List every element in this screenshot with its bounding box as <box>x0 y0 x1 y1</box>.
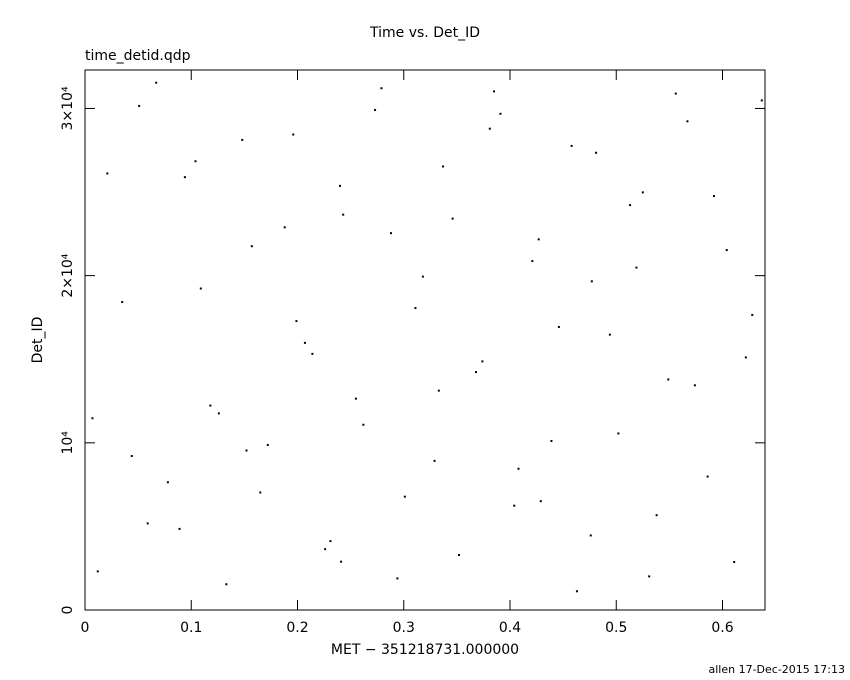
point <box>390 232 392 235</box>
point <box>608 333 611 336</box>
point <box>629 204 632 207</box>
point <box>146 522 149 525</box>
point <box>155 81 158 84</box>
point <box>693 384 696 387</box>
x-tick-label: 0.6 <box>711 620 733 636</box>
point <box>225 583 228 586</box>
point <box>617 432 620 435</box>
point <box>667 378 670 381</box>
y-tick-label: 2×10⁴ <box>60 253 76 297</box>
point <box>324 548 327 551</box>
x-tick-label: 0.2 <box>286 620 308 636</box>
footer: allen 17-Dec-2015 17:13 <box>708 663 845 676</box>
x-tick-label: 0 <box>81 620 90 636</box>
point <box>751 313 754 316</box>
point <box>217 412 220 415</box>
point <box>475 371 477 374</box>
point <box>488 127 491 130</box>
point <box>744 356 747 359</box>
point <box>481 360 484 363</box>
x-axis-label: MET − 351218731.000000 <box>331 642 519 658</box>
point <box>570 144 573 147</box>
point <box>209 404 212 407</box>
x-tick-label: 0.3 <box>393 620 415 636</box>
x-tick-label: 0.4 <box>499 620 521 636</box>
point <box>266 443 269 446</box>
point <box>437 389 440 392</box>
point <box>421 275 424 278</box>
point <box>250 245 253 248</box>
point <box>374 108 377 111</box>
point <box>706 475 709 478</box>
point <box>194 160 197 163</box>
point <box>531 260 534 263</box>
point <box>451 217 454 220</box>
point <box>648 575 651 578</box>
point <box>283 226 286 229</box>
point <box>674 92 677 95</box>
point <box>245 449 248 452</box>
point <box>713 195 715 198</box>
chart-title: Time vs. Det_ID <box>369 25 480 41</box>
point <box>380 87 383 90</box>
point <box>362 423 365 426</box>
point <box>183 176 186 179</box>
point <box>96 570 99 573</box>
point <box>303 341 306 344</box>
point <box>589 534 592 537</box>
point <box>178 527 181 530</box>
point <box>138 104 141 107</box>
y-axis-label: Det_ID <box>30 317 46 364</box>
point <box>557 325 560 328</box>
point <box>760 99 763 102</box>
y-tick-label: 3×10⁴ <box>60 86 76 130</box>
point <box>292 133 295 136</box>
point <box>414 307 417 310</box>
plot-frame <box>84 69 766 611</box>
point <box>130 455 133 458</box>
point <box>340 560 343 563</box>
point <box>655 514 658 517</box>
point <box>686 120 689 123</box>
point <box>396 577 399 580</box>
point <box>433 459 436 462</box>
point <box>458 553 460 556</box>
point <box>121 301 124 304</box>
point <box>493 90 496 93</box>
point <box>537 238 540 241</box>
point <box>166 481 169 484</box>
point <box>259 491 262 494</box>
x-tick-label: 0.5 <box>605 620 627 636</box>
point <box>635 266 638 269</box>
point <box>590 280 593 283</box>
point <box>733 561 736 564</box>
chart-subtitle: time_detid.qdp <box>85 48 191 64</box>
point <box>106 172 109 175</box>
point <box>295 320 298 323</box>
point <box>539 500 542 503</box>
point <box>311 352 314 355</box>
point <box>329 540 332 543</box>
x-tick-label: 0.1 <box>180 620 202 636</box>
point <box>550 439 553 442</box>
point <box>342 213 345 216</box>
y-tick-label: 0 <box>60 606 76 615</box>
point <box>403 495 406 498</box>
point <box>499 112 502 115</box>
point <box>354 397 357 400</box>
point <box>91 417 94 420</box>
point <box>725 249 728 252</box>
y-tick-label: 10⁴ <box>60 431 76 455</box>
point <box>575 590 578 593</box>
point <box>641 191 644 194</box>
point <box>199 287 202 290</box>
point <box>517 467 520 470</box>
point <box>595 151 598 154</box>
point <box>442 165 445 168</box>
point <box>339 184 341 187</box>
point <box>513 504 516 507</box>
point <box>241 138 244 141</box>
